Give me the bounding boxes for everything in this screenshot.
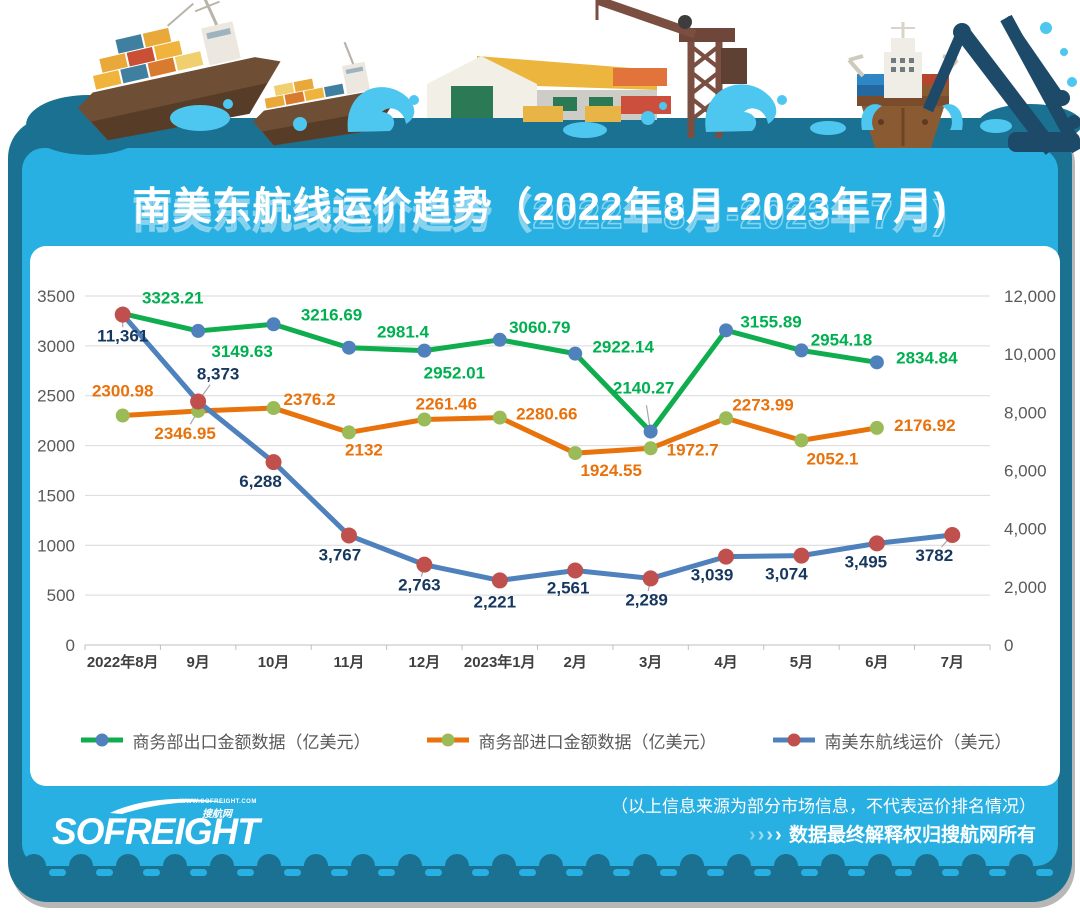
svg-text:2月: 2月 <box>564 654 587 671</box>
svg-text:2500: 2500 <box>37 387 75 406</box>
svg-text:3,495: 3,495 <box>845 552 888 571</box>
svg-text:2,763: 2,763 <box>398 576 441 595</box>
chevron-icon: › <box>775 824 784 846</box>
svg-text:12,000: 12,000 <box>1004 287 1056 306</box>
poster-title-text: 南美东航线运价趋势（2022年8月-2023年7月) <box>132 186 948 229</box>
svg-text:1972.7: 1972.7 <box>667 440 719 459</box>
wave-splash-icon <box>170 22 1077 138</box>
container-ship-icon <box>77 0 281 141</box>
svg-text:3月: 3月 <box>639 654 662 671</box>
trend-line-chart: 3500 3000 2500 2000 1500 1000 500 0 12,000 10,000… <box>37 287 1056 671</box>
logo-url-text: WWW.SOFREIGHT.COM <box>180 799 257 805</box>
svg-text:2,221: 2,221 <box>474 592 517 611</box>
poster-title-shadow: 南美东航线运价趋势（2022年8月-2023年7月) <box>132 193 948 238</box>
svg-text:9月: 9月 <box>186 654 209 671</box>
disclaimer-line2: ›››› 数据最终解释权归搜航网所有 <box>396 820 1036 851</box>
svg-text:2346.95: 2346.95 <box>154 424 215 443</box>
svg-text:2981.4: 2981.4 <box>377 323 430 342</box>
svg-text:2922.14: 2922.14 <box>592 338 654 357</box>
svg-text:2132: 2132 <box>345 440 383 459</box>
cargo-ship-front-icon <box>847 22 959 148</box>
logo-wordmark: SOFREIGHT <box>52 811 260 852</box>
poster-title: 南美东航线运价趋势（2022年8月-2023年7月) 南美东航线运价趋势（202… <box>30 176 1050 238</box>
svg-text:2280.66: 2280.66 <box>516 405 577 424</box>
svg-text:3149.63: 3149.63 <box>211 342 272 361</box>
svg-text:3500: 3500 <box>37 287 75 306</box>
svg-text:3,767: 3,767 <box>319 545 362 564</box>
svg-text:2,289: 2,289 <box>625 590 668 609</box>
svg-text:2261.46: 2261.46 <box>416 395 477 414</box>
chevron-icon: › <box>757 824 767 846</box>
svg-text:3,074: 3,074 <box>765 565 808 584</box>
legend-item-freight: 南美东航线运价（美元） <box>771 728 1012 753</box>
warehouse-icon <box>427 56 671 122</box>
svg-text:3323.21: 3323.21 <box>142 289 203 308</box>
svg-text:2376.2: 2376.2 <box>284 390 336 409</box>
svg-text:2954.18: 2954.18 <box>811 330 872 349</box>
svg-text:0: 0 <box>1004 636 1013 655</box>
svg-text:0: 0 <box>66 636 75 655</box>
chevron-icon: › <box>749 824 758 846</box>
svg-text:2176.92: 2176.92 <box>894 416 955 435</box>
svg-text:3155.89: 3155.89 <box>740 312 801 331</box>
legend-item-import: 商务部进口金额数据（亿美元） <box>425 728 717 753</box>
scallop-edge-decoration <box>22 848 1058 884</box>
svg-text:2,561: 2,561 <box>547 579 590 598</box>
svg-text:3000: 3000 <box>37 337 75 356</box>
svg-text:4,000: 4,000 <box>1004 520 1047 539</box>
legend-marker-freight <box>772 733 815 747</box>
svg-text:8,373: 8,373 <box>197 364 240 383</box>
svg-text:8,000: 8,000 <box>1004 403 1047 422</box>
svg-text:2834.84: 2834.84 <box>896 348 958 367</box>
logo-chinese-name: 搜航网 <box>202 809 232 820</box>
svg-text:2,000: 2,000 <box>1004 578 1047 597</box>
svg-text:10月: 10月 <box>258 654 290 671</box>
svg-text:1000: 1000 <box>37 536 75 555</box>
svg-text:10,000: 10,000 <box>1004 345 1056 364</box>
svg-text:6,000: 6,000 <box>1004 462 1047 481</box>
legend-label-export: 商务部出口金额数据（亿美元） <box>132 732 371 752</box>
svg-text:7月: 7月 <box>941 654 964 671</box>
svg-text:3060.79: 3060.79 <box>509 318 570 337</box>
svg-text:2273.99: 2273.99 <box>732 395 793 414</box>
harbor-illustration <box>26 0 1080 155</box>
legend-item-export: 商务部出口金额数据（亿美元） <box>79 728 371 753</box>
svg-text:2952.01: 2952.01 <box>424 364 485 383</box>
sofreight-logo: SOFREIGHT WWW.SOFREIGHT.COM 搜航网 <box>52 798 282 855</box>
svg-text:11,361: 11,361 <box>97 327 148 346</box>
legend-marker-export <box>80 733 123 747</box>
chart-legend: 商务部出口金额数据（亿美元） 商务部进口金额数据（亿美元） 南美东航线运价（美元… <box>30 714 1060 766</box>
svg-text:6,288: 6,288 <box>239 472 282 491</box>
svg-text:2140.27: 2140.27 <box>613 379 674 398</box>
svg-text:4月: 4月 <box>714 654 737 671</box>
legend-label-import: 商务部进口金额数据（亿美元） <box>478 732 717 752</box>
legend-marker-import <box>426 733 469 747</box>
logo-swoosh-icon <box>110 798 228 814</box>
svg-text:2022年8月: 2022年8月 <box>87 653 159 671</box>
svg-text:2023年1月: 2023年1月 <box>464 653 536 671</box>
svg-text:2052.1: 2052.1 <box>806 449 858 468</box>
svg-text:500: 500 <box>47 586 75 605</box>
svg-text:3782: 3782 <box>915 546 953 565</box>
disclaimer-line1: （以上信息来源为部分市场信息，不代表运价排名情况） <box>611 797 1036 816</box>
harbor-crane-icon <box>922 14 1080 155</box>
disclaimer-notes: （以上信息来源为部分市场信息，不代表运价排名情况） ›››› 数据最终解释权归搜… <box>396 794 1036 851</box>
svg-text:2300.98: 2300.98 <box>92 382 153 401</box>
svg-text:3216.69: 3216.69 <box>301 305 362 324</box>
svg-text:5月: 5月 <box>790 654 813 671</box>
svg-text:3,039: 3,039 <box>691 566 734 585</box>
chart-panel: 3500 3000 2500 2000 1500 1000 500 0 12,000 10,000… <box>30 246 1060 786</box>
svg-text:2000: 2000 <box>37 437 75 456</box>
svg-text:1500: 1500 <box>37 486 75 505</box>
chevron-icon: › <box>766 824 776 846</box>
svg-text:1924.55: 1924.55 <box>580 461 641 480</box>
svg-text:6月: 6月 <box>865 654 888 671</box>
legend-label-freight: 南美东航线运价（美元） <box>824 732 1012 752</box>
svg-text:11月: 11月 <box>334 654 365 671</box>
disclaimer-line2-text: 数据最终解释权归搜航网所有 <box>788 825 1036 846</box>
svg-text:12月: 12月 <box>409 654 441 671</box>
